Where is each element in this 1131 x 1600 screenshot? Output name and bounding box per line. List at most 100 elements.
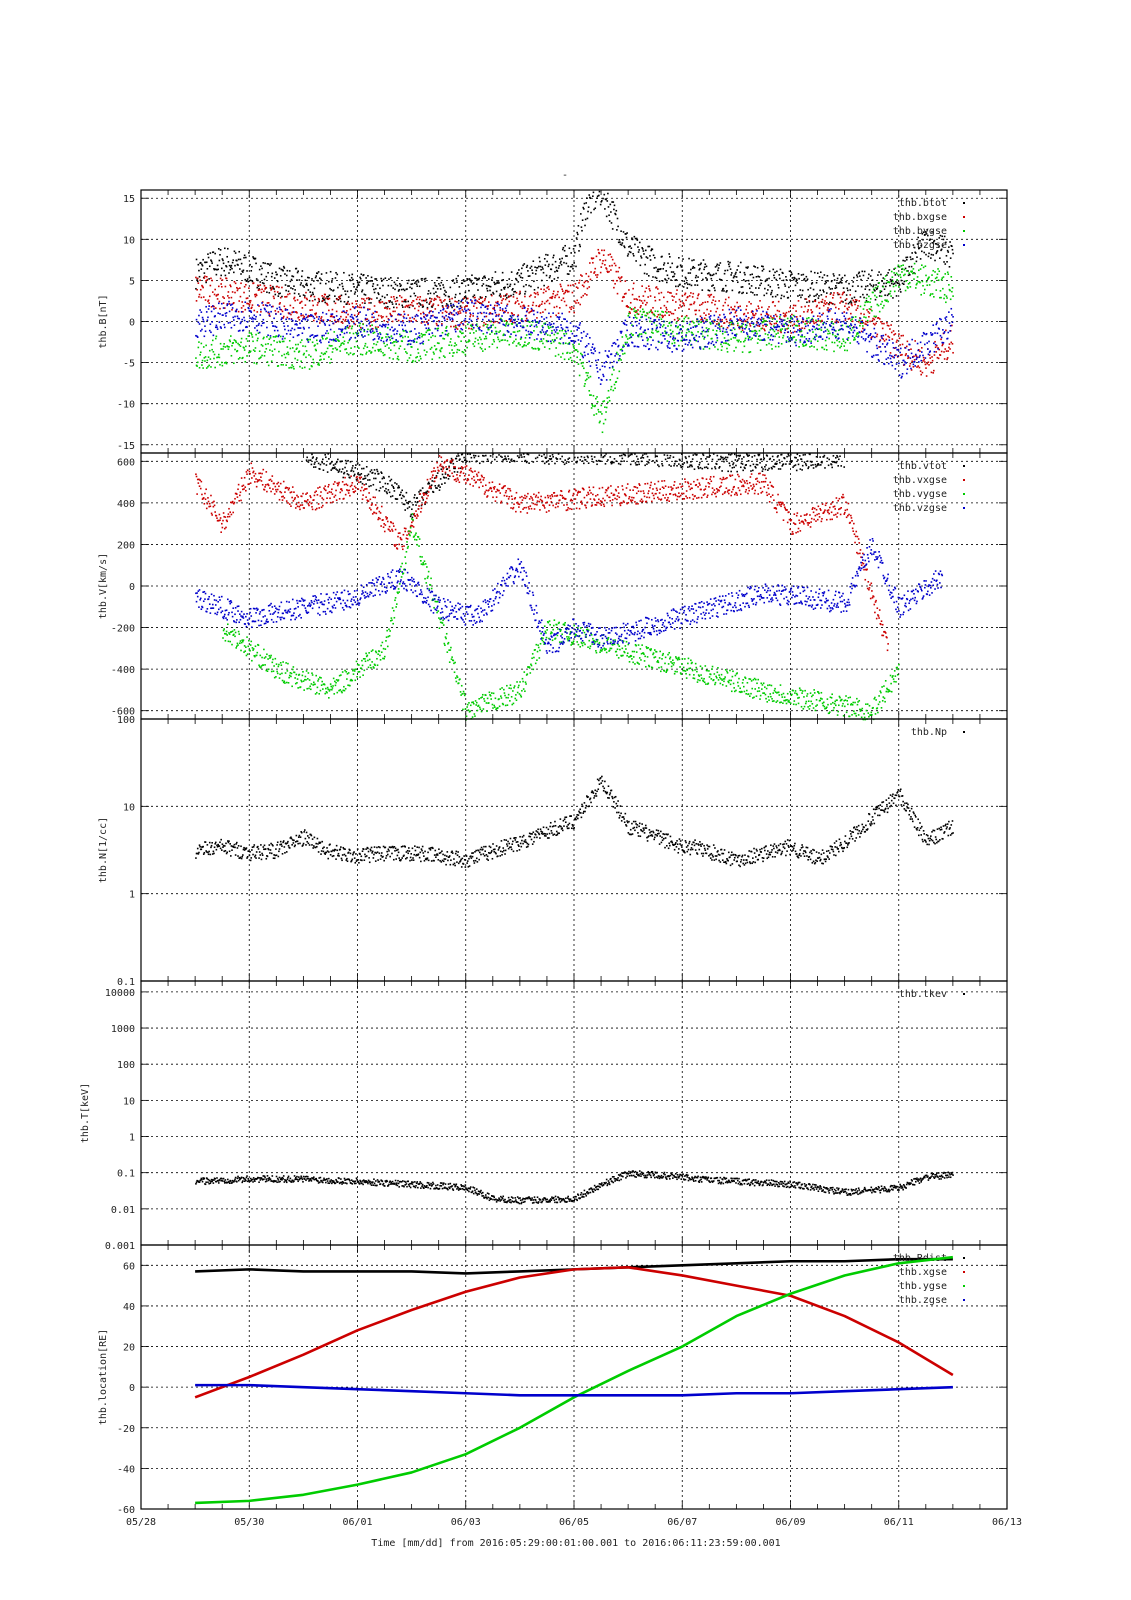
data-point xyxy=(276,285,278,288)
data-point xyxy=(652,254,655,257)
data-point xyxy=(227,261,230,263)
data-point xyxy=(620,332,622,334)
data-point xyxy=(736,318,738,320)
data-point xyxy=(727,324,730,327)
data-point xyxy=(354,291,357,293)
data-point xyxy=(403,313,406,316)
data-point xyxy=(566,273,569,275)
data-point xyxy=(626,232,628,234)
data-point xyxy=(313,295,316,298)
data-point xyxy=(817,297,820,299)
data-point xyxy=(884,294,886,297)
data-point xyxy=(692,265,695,268)
data-point xyxy=(318,364,321,366)
data-point xyxy=(289,333,292,335)
data-point xyxy=(238,317,241,320)
data-point xyxy=(228,339,231,341)
data-point xyxy=(451,280,454,282)
data-point xyxy=(246,270,248,272)
data-point xyxy=(367,333,370,336)
data-point xyxy=(256,286,259,289)
data-point xyxy=(623,322,625,325)
data-point xyxy=(919,370,922,372)
data-point xyxy=(555,305,558,308)
data-point xyxy=(587,280,589,283)
data-point xyxy=(352,283,355,285)
data-point xyxy=(950,275,953,278)
data-point xyxy=(522,325,524,328)
data-point xyxy=(216,298,219,300)
data-point xyxy=(369,330,372,332)
data-point xyxy=(285,352,288,355)
data-point xyxy=(637,346,640,348)
data-point xyxy=(630,247,633,249)
data-point xyxy=(769,338,772,341)
data-point xyxy=(563,318,565,320)
data-point xyxy=(747,316,750,319)
data-point xyxy=(539,265,542,268)
data-point xyxy=(560,263,563,266)
data-point xyxy=(920,244,922,247)
data-point xyxy=(253,309,256,312)
data-point xyxy=(780,294,783,297)
data-point xyxy=(199,279,201,282)
data-point xyxy=(708,295,711,298)
data-point xyxy=(952,252,954,255)
data-point xyxy=(749,351,752,353)
data-point xyxy=(575,334,578,337)
data-point xyxy=(385,302,387,304)
data-point xyxy=(592,257,595,260)
data-point xyxy=(237,310,240,313)
data-point xyxy=(293,311,295,313)
data-point xyxy=(564,342,567,345)
data-point xyxy=(359,326,362,329)
data-point xyxy=(494,320,497,323)
data-point xyxy=(287,351,289,354)
data-point xyxy=(612,201,615,203)
data-point xyxy=(468,318,471,320)
data-point xyxy=(540,340,543,342)
data-point xyxy=(315,275,318,277)
data-point xyxy=(868,312,871,314)
data-point xyxy=(714,289,716,292)
data-point xyxy=(500,289,503,291)
data-point xyxy=(613,208,615,211)
data-point xyxy=(237,264,239,266)
data-point xyxy=(527,320,530,323)
data-point xyxy=(608,366,611,369)
data-point xyxy=(439,309,442,312)
data-point xyxy=(328,294,331,297)
data-point xyxy=(513,326,515,329)
data-point xyxy=(231,344,233,347)
data-point xyxy=(846,338,849,340)
data-point xyxy=(259,314,262,316)
data-point xyxy=(355,340,358,343)
data-point xyxy=(681,266,683,268)
data-point xyxy=(461,350,464,353)
data-point xyxy=(341,311,343,314)
data-point xyxy=(504,311,506,313)
data-point xyxy=(807,295,810,298)
data-point xyxy=(827,332,829,335)
data-point xyxy=(881,307,884,309)
data-point xyxy=(576,231,579,234)
data-point xyxy=(940,296,942,299)
data-point xyxy=(575,349,578,351)
data-point xyxy=(294,289,296,291)
data-point xyxy=(408,304,410,307)
data-point xyxy=(249,263,251,266)
data-point xyxy=(263,284,266,287)
data-point xyxy=(334,319,336,322)
data-point xyxy=(439,335,441,337)
data-point xyxy=(790,271,793,274)
data-point xyxy=(471,301,473,304)
data-point xyxy=(621,242,624,244)
data-point xyxy=(672,335,675,337)
data-point xyxy=(418,302,420,304)
data-point xyxy=(837,321,840,323)
data-point xyxy=(906,340,909,343)
data-point xyxy=(344,320,346,322)
data-point xyxy=(673,273,676,275)
data-point xyxy=(945,241,947,244)
data-point xyxy=(685,331,688,334)
